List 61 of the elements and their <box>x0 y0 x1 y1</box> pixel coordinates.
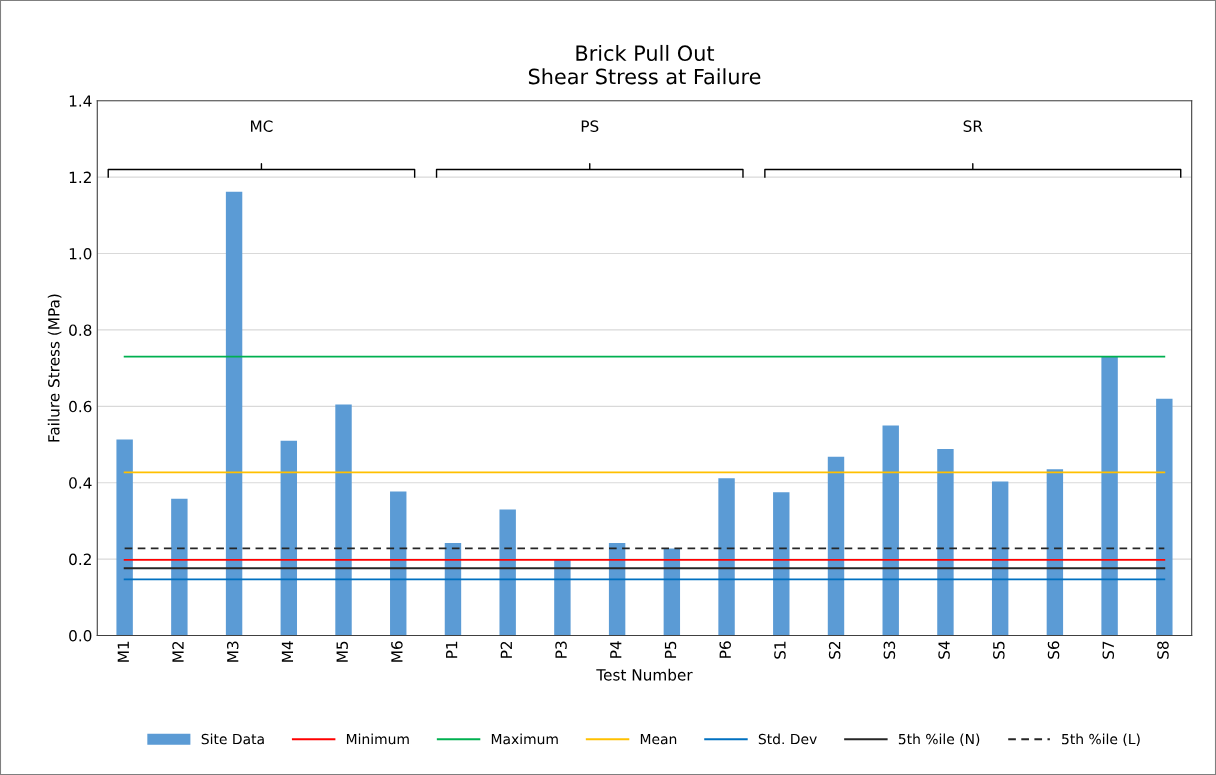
bar <box>773 492 790 636</box>
x-tick-label: M5 <box>336 641 348 662</box>
x-tick-label: P2 <box>500 641 512 658</box>
legend-label: Site Data <box>201 733 264 745</box>
bar <box>116 439 133 636</box>
bar <box>718 478 735 636</box>
x-tick-label: S4 <box>938 641 950 659</box>
y-tick-label: 1.2 <box>69 171 91 183</box>
y-tick-label: 0.2 <box>69 553 91 566</box>
legend-label: Maximum <box>491 733 558 745</box>
x-tick-label: M1 <box>117 641 129 662</box>
x-tick-label: S8 <box>1157 641 1169 659</box>
x-tick-label: S7 <box>1102 641 1115 659</box>
legend-label: 5th %ile (N) <box>898 733 980 746</box>
annotation: MC <box>251 120 273 132</box>
y-tick-label: 1.0 <box>69 248 92 260</box>
bar <box>1101 356 1118 636</box>
x-tick-label: M2 <box>172 641 184 662</box>
bar <box>499 509 516 636</box>
y-axis-title: Failure Stress (MPa) <box>47 294 62 442</box>
bar <box>444 543 462 636</box>
x-tick-label: S1 <box>774 641 786 659</box>
annotation: SR <box>963 120 983 132</box>
x-tick-label: P6 <box>719 641 731 658</box>
bar <box>554 559 571 636</box>
bar <box>335 404 352 636</box>
bar <box>225 191 243 636</box>
legend-label: 5th %ile (L) <box>1062 733 1140 746</box>
legend-label: Minimum <box>346 733 409 745</box>
bar <box>827 456 845 636</box>
bar <box>390 491 407 636</box>
bar <box>663 548 681 636</box>
x-tick-label: M4 <box>281 641 294 662</box>
bar <box>171 498 188 636</box>
x-tick-label: S3 <box>883 641 896 659</box>
x-tick-label: S5 <box>993 641 1005 659</box>
x-tick-label: P5 <box>664 641 677 658</box>
y-tick-label: 0.6 <box>69 400 92 413</box>
x-tick-label: S6 <box>1047 641 1060 659</box>
bar <box>280 440 298 636</box>
y-tick-label: 0.4 <box>69 477 92 489</box>
bar <box>937 449 954 636</box>
x-axis-title: Test Number <box>596 668 693 681</box>
x-tick-label: P1 <box>446 641 458 658</box>
y-tick-label: 0.8 <box>69 324 92 336</box>
bar <box>882 425 899 636</box>
legend-label: Mean <box>640 733 677 745</box>
chart-title: Brick Pull Out Shear Stress at Failure <box>528 44 761 85</box>
bar <box>1046 469 1064 636</box>
x-tick-label: M6 <box>391 641 403 662</box>
x-tick-label: M3 <box>226 641 239 662</box>
x-tick-label: P4 <box>610 641 622 658</box>
annotation: PS <box>581 120 599 132</box>
bar <box>608 543 626 636</box>
bar <box>991 481 1009 636</box>
bar <box>1156 398 1173 636</box>
x-tick-label: P3 <box>555 641 567 658</box>
y-tick-label: 1.4 <box>69 95 92 107</box>
x-tick-label: S2 <box>828 641 841 659</box>
y-tick-label: 0.0 <box>69 629 92 642</box>
legend-label: Std. Dev <box>758 733 817 745</box>
